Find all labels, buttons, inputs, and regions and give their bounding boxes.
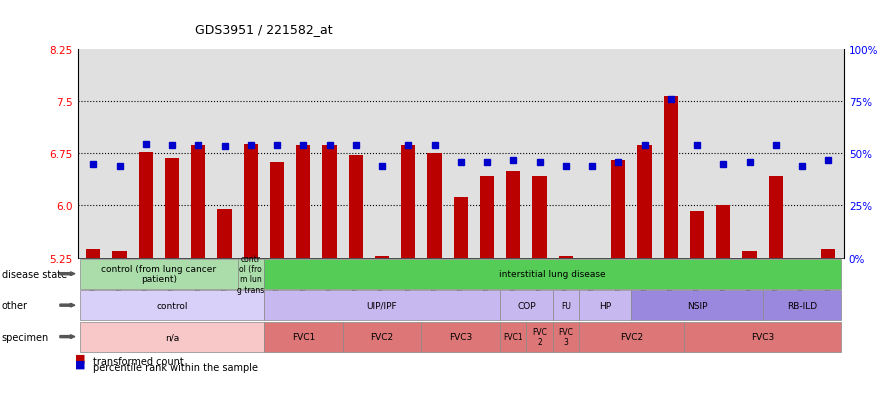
Bar	[480, 177, 494, 258]
Bar	[821, 249, 835, 258]
Bar	[86, 249, 100, 258]
Bar	[716, 206, 730, 258]
Bar	[690, 211, 704, 258]
Bar	[663, 97, 678, 258]
Text: HP: HP	[599, 301, 611, 310]
Bar	[165, 159, 179, 258]
Text: GDS3951 / 221582_at: GDS3951 / 221582_at	[196, 23, 333, 36]
Text: ■: ■	[75, 353, 85, 363]
Text: COP: COP	[517, 301, 536, 310]
Text: control: control	[156, 301, 188, 310]
Bar	[270, 163, 285, 258]
Text: FVC
2: FVC 2	[532, 327, 547, 347]
Text: contr
ol (fro
m lun
g trans: contr ol (fro m lun g trans	[237, 254, 264, 294]
Bar	[532, 177, 547, 258]
Text: FVC3: FVC3	[449, 332, 472, 341]
Bar	[374, 256, 389, 258]
Bar	[112, 251, 127, 258]
Bar	[218, 209, 232, 258]
Text: FVC2: FVC2	[620, 332, 643, 341]
Bar	[637, 145, 652, 258]
Text: FVC1: FVC1	[503, 332, 523, 341]
Text: UIP/IPF: UIP/IPF	[366, 301, 397, 310]
Text: RB-ILD: RB-ILD	[787, 301, 817, 310]
Text: interstitial lung disease: interstitial lung disease	[500, 270, 606, 278]
Bar	[322, 145, 337, 258]
Text: n/a: n/a	[165, 332, 179, 341]
Text: specimen: specimen	[2, 332, 49, 342]
Bar	[138, 152, 153, 258]
Text: FVC1: FVC1	[292, 332, 315, 341]
Bar	[191, 145, 205, 258]
Text: ■: ■	[75, 359, 85, 369]
Bar	[401, 145, 416, 258]
Text: FVC3: FVC3	[751, 332, 774, 341]
Text: disease state: disease state	[2, 269, 67, 279]
Bar	[296, 145, 310, 258]
Bar	[243, 145, 258, 258]
Bar	[768, 177, 783, 258]
Bar	[349, 156, 363, 258]
Bar	[454, 198, 468, 258]
Text: other: other	[2, 300, 28, 311]
Text: FVC2: FVC2	[370, 332, 394, 341]
Bar	[427, 154, 441, 258]
Text: FVC
3: FVC 3	[559, 327, 574, 347]
Text: FU: FU	[561, 301, 571, 310]
Text: NSIP: NSIP	[687, 301, 707, 310]
Bar	[559, 256, 573, 258]
Bar	[585, 258, 599, 260]
Bar	[743, 251, 757, 258]
Text: percentile rank within the sample: percentile rank within the sample	[93, 362, 257, 372]
Text: transformed count: transformed count	[93, 356, 183, 366]
Text: control (from lung cancer
patient): control (from lung cancer patient)	[101, 264, 217, 284]
Bar	[506, 171, 521, 258]
Bar	[611, 161, 626, 258]
